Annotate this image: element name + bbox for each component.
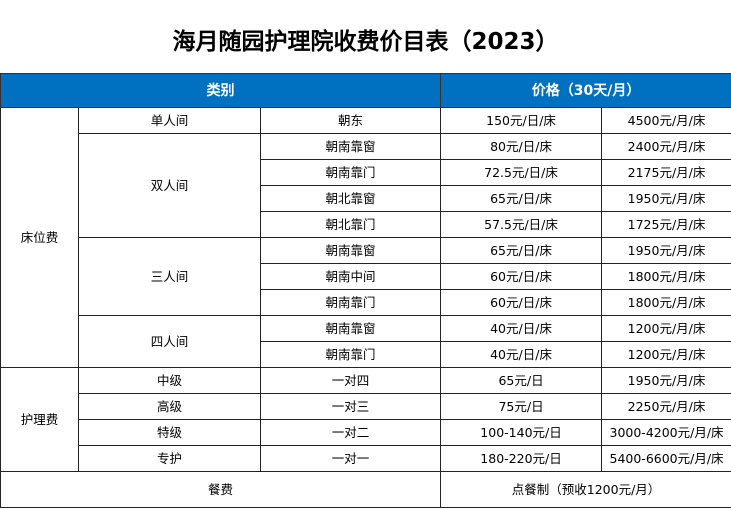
orientation: 朝南靠窗: [259, 133, 442, 160]
header-cell: 价格（30天/月）: [440, 73, 731, 108]
monthly-price: 1950元/月/床: [601, 237, 731, 264]
table-row: 专护 一对一 180-220元/日 5400-6600元/月/床: [1, 445, 731, 472]
daily-price: 72.5元/日/床: [440, 159, 603, 186]
care-ratio: 一对三: [259, 393, 442, 420]
care-ratio: 一对一: [259, 445, 442, 472]
orientation: 朝南中间: [259, 263, 442, 290]
daily-price: 57.5元/日/床: [440, 211, 603, 238]
daily-price: 80元/日/床: [440, 133, 603, 160]
care-level: 中级: [78, 367, 261, 394]
daily-price: 40元/日/床: [440, 341, 603, 368]
orientation: 朝南靠门: [259, 341, 442, 368]
table-row: 朝北靠窗 65元/日/床 1950元/月/床: [1, 185, 731, 212]
monthly-price: 2175元/月/床: [601, 159, 731, 186]
fee-table: 类别 价格（30天/月） 床位费 单人间 朝东 150元/日/床 4500元/月/床 双人间朝…: [0, 73, 731, 508]
orientation: 朝北靠门: [259, 211, 442, 238]
section-label: 护理费: [0, 367, 79, 472]
table-row: 特级 一对二 100-140元/日 3000-4200元/月/床: [1, 419, 731, 446]
orientation: 朝东: [259, 107, 442, 134]
daily-price: 65元/日/床: [440, 185, 603, 212]
orientation: 朝北靠窗: [259, 185, 442, 212]
table-row: 三人间 朝南靠窗 65元/日/床 1950元/月/床: [1, 237, 731, 316]
orientation: 朝南靠窗: [259, 237, 442, 264]
monthly-price: 1200元/月/床: [601, 341, 731, 368]
daily-price: 60元/日/床: [440, 263, 603, 290]
page-title: 海月随园护理院收费价目表（2023）: [172, 29, 559, 55]
table-row: 餐费 点餐制（预收1200元/月）: [0, 471, 731, 508]
monthly-price: 5400-6600元/月/床: [601, 445, 731, 472]
care-level: 专护: [78, 445, 261, 472]
table-row: 类别 价格（30天/月）: [0, 73, 731, 108]
monthly-price: 4500元/月/床: [601, 107, 731, 134]
header-cell: 类别: [0, 73, 442, 108]
section-label: 床位费: [0, 107, 79, 368]
care-ratio: 一对二: [259, 419, 442, 446]
table-row: 高级 一对三 75元/日 2250元/月/床: [1, 393, 731, 420]
care-level: 高级: [78, 393, 261, 420]
table-row: 双人间 朝南靠窗 80元/日/床 2400元/月/床: [1, 133, 731, 238]
monthly-price: 2400元/月/床: [601, 133, 731, 160]
table-row: 朝南靠门 40元/日/床 1200元/月/床: [1, 341, 731, 368]
monthly-price: 3000-4200元/月/床: [601, 419, 731, 446]
monthly-price: 2250元/月/床: [601, 393, 731, 420]
care-level: 特级: [78, 419, 261, 446]
daily-price: 40元/日/床: [440, 315, 603, 342]
monthly-price: 1200元/月/床: [601, 315, 731, 342]
meal-price: 点餐制（预收1200元/月）: [440, 471, 731, 508]
orientation: 朝南靠窗: [259, 315, 442, 342]
monthly-price: 1725元/月/床: [601, 211, 731, 238]
care-ratio: 一对四: [259, 367, 442, 394]
section-label: 餐费: [0, 471, 442, 508]
table-row: 朝北靠门 57.5元/日/床 1725元/月/床: [1, 211, 731, 238]
daily-price: 100-140元/日: [440, 419, 603, 446]
table-row: 护理费 中级 一对四 65元/日 1950元/月/床: [0, 367, 731, 472]
table-row: 朝南靠门 60元/日/床 1800元/月/床: [1, 289, 731, 316]
room-type: 四人间: [78, 315, 261, 368]
room-type: 三人间: [78, 237, 261, 316]
daily-price: 65元/日/床: [440, 237, 603, 264]
orientation: 朝南靠门: [259, 289, 442, 316]
orientation: 朝南靠门: [259, 159, 442, 186]
table-row: 朝南中间 60元/日/床 1800元/月/床: [1, 263, 731, 290]
table-row: 四人间 朝南靠窗 40元/日/床 1200元/月/床: [1, 315, 731, 368]
daily-price: 75元/日: [440, 393, 603, 420]
daily-price: 60元/日/床: [440, 289, 603, 316]
daily-price: 65元/日: [440, 367, 603, 394]
room-type: 双人间: [78, 133, 261, 238]
monthly-price: 1950元/月/床: [601, 367, 731, 394]
monthly-price: 1800元/月/床: [601, 263, 731, 290]
table-row: 床位费 单人间 朝东 150元/日/床 4500元/月/床: [0, 107, 731, 368]
monthly-price: 1800元/月/床: [601, 289, 731, 316]
room-type: 单人间: [78, 107, 261, 134]
daily-price: 150元/日/床: [440, 107, 603, 134]
monthly-price: 1950元/月/床: [601, 185, 731, 212]
daily-price: 180-220元/日: [440, 445, 603, 472]
